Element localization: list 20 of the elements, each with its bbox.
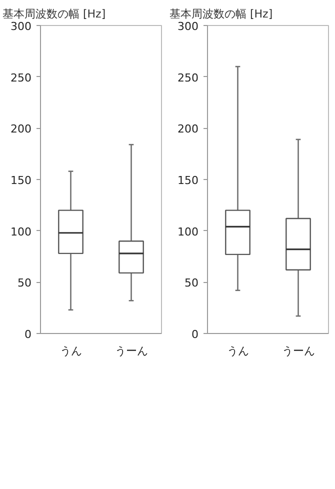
y-tick-label: 200 — [10, 122, 32, 136]
x-tick-label: うん — [60, 344, 82, 358]
y-tick-label: 150 — [10, 174, 32, 187]
y-tick-label: 200 — [178, 122, 199, 136]
x-tick-label: うーん — [114, 344, 148, 358]
y-tick-label: 300 — [10, 20, 32, 33]
y-tick-label: 150 — [178, 174, 199, 187]
y-tick-label: 0 — [192, 328, 198, 341]
y-tick-label: 50 — [18, 276, 32, 290]
chart-title: 基本周波数の幅 [Hz] — [170, 8, 273, 20]
y-tick-label: 50 — [184, 276, 199, 290]
y-tick-label: 250 — [178, 71, 199, 84]
y-tick-label: 300 — [178, 20, 199, 33]
y-tick-label: 100 — [10, 225, 32, 238]
y-tick-label: 250 — [10, 71, 32, 84]
chart-title: 基本周波数の幅 [Hz] — [2, 8, 106, 20]
y-tick-label: 100 — [178, 225, 199, 238]
x-tick-label: うん — [226, 344, 249, 358]
y-tick-label: 0 — [24, 328, 32, 341]
x-tick-label: うーん — [282, 344, 315, 358]
